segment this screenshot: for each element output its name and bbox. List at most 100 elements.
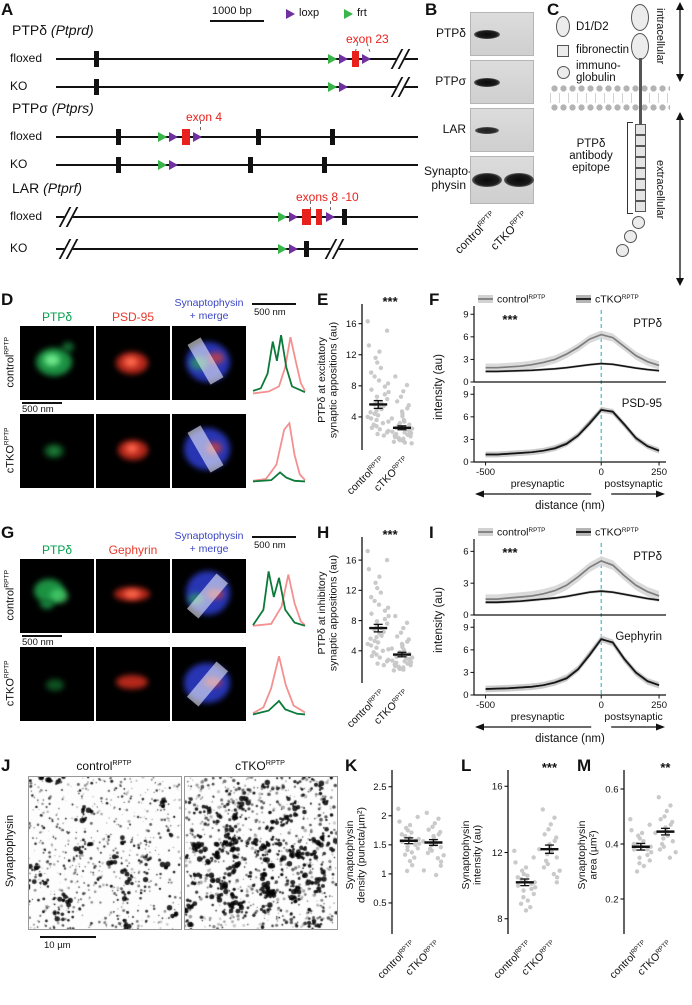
data-point — [518, 901, 524, 907]
data-point — [631, 841, 636, 847]
line-plot-inhibitory-profiles: controlRPTP cTKORPTP intensity (au) 0 3 6 PTPδ… — [433, 527, 667, 746]
data-point — [374, 394, 380, 399]
fibronectin-domain — [635, 124, 646, 135]
blot-target-ptpd: PTPδ — [435, 26, 466, 40]
data-point — [543, 858, 549, 863]
side-label-synaptophysin: Synaptophysin — [4, 814, 16, 888]
data-point — [557, 868, 562, 873]
loxp-site-icon — [362, 54, 371, 64]
exon-tick — [256, 129, 261, 145]
row-label-control: controlRPTP — [3, 570, 17, 621]
data-point — [424, 810, 429, 816]
data-point — [432, 821, 437, 826]
synaptophysin-image-ctko — [184, 776, 338, 930]
data-point — [390, 658, 395, 663]
x-tick-label: 0 — [599, 467, 604, 478]
data-point — [405, 847, 410, 853]
data-point — [661, 836, 666, 841]
ptprd-floxed-row: floxed — [0, 46, 424, 72]
data-point — [438, 844, 443, 850]
membrane-inner-leaflet — [550, 103, 670, 112]
data-point — [369, 387, 374, 392]
data-point — [405, 406, 410, 411]
data-point — [378, 590, 384, 595]
data-point — [435, 855, 441, 861]
data-point — [647, 858, 652, 863]
y-tick-label: 6 — [463, 412, 468, 423]
scatter-plot-density: Synaptophysin density (puncta/µm²) 0.5 1 1.5… — [344, 770, 446, 981]
postsynaptic-label: postsynaptic — [604, 711, 662, 723]
data-point — [375, 661, 380, 666]
data-point — [393, 613, 398, 619]
image-scale-label: 500 nm — [22, 637, 54, 648]
puncta — [126, 444, 138, 453]
puncta — [44, 354, 60, 366]
data-point — [521, 895, 526, 900]
allele-line — [56, 164, 418, 166]
y-tick-label: 16 — [346, 555, 357, 566]
exon-pointer — [330, 201, 331, 210]
data-point — [637, 861, 642, 866]
data-point — [374, 417, 379, 423]
y-tick-label: 8 — [497, 914, 502, 925]
exon-tick — [116, 157, 121, 173]
significance: *** — [502, 312, 518, 327]
image-scale-label: 10 µm — [44, 940, 71, 951]
data-point — [413, 842, 418, 848]
data-point — [381, 629, 386, 635]
western-blot-lar — [470, 108, 534, 152]
data-point — [365, 548, 370, 554]
y-tick-label: 2.5 — [373, 782, 386, 793]
data-point — [429, 848, 435, 853]
synaptophysin-image-control — [28, 776, 182, 930]
data-point — [368, 410, 373, 415]
scale-1000bp-bar — [210, 20, 264, 22]
data-point — [389, 416, 395, 421]
exon23-label: exon 23 — [346, 32, 389, 46]
data-point — [384, 557, 390, 563]
ptprd-ko-row: KO — [0, 74, 424, 100]
fibronectin-legend-label: fibronectin — [576, 44, 630, 56]
x-tick-label: 250 — [651, 700, 667, 711]
data-point — [400, 413, 405, 419]
y-tick-label: 8 — [351, 381, 356, 392]
y-axis-label: intensity (au) — [433, 587, 445, 653]
data-point — [384, 621, 390, 626]
frt-label: frt — [357, 7, 367, 19]
data-point — [648, 850, 654, 855]
y-axis-label: Synaptophysin — [576, 820, 588, 889]
data-point — [394, 634, 400, 639]
data-point — [519, 868, 525, 873]
y-tick-label: 0 — [463, 377, 468, 388]
data-point — [372, 411, 377, 417]
data-point — [416, 841, 422, 846]
immunoglobulin-legend-icon — [557, 66, 570, 79]
ptprf-ko-row: KO — [0, 236, 424, 262]
ptpd-trace — [252, 335, 306, 393]
ctko-sem-band — [485, 636, 660, 692]
data-point — [369, 653, 375, 659]
data-point — [515, 875, 520, 880]
exon-tick — [322, 157, 327, 173]
data-point — [404, 868, 410, 874]
puncta — [50, 589, 68, 603]
data-point — [385, 381, 391, 386]
y-tick-label: 0.4 — [605, 839, 618, 850]
western-blot-synaptophysin — [470, 156, 534, 204]
panel-h-label: H — [317, 523, 330, 542]
data-point — [377, 349, 382, 354]
data-point — [639, 830, 645, 836]
panel-e-label: E — [317, 290, 329, 309]
ctko-sem-band — [485, 407, 660, 458]
presynaptic-label: presynaptic — [511, 711, 565, 723]
y-tick-label: 3 — [463, 668, 468, 679]
data-point — [438, 859, 444, 864]
data-point — [637, 855, 642, 860]
data-point — [397, 666, 403, 672]
data-point — [398, 394, 404, 399]
column-header-merge2: + merge — [189, 310, 229, 322]
x-tick-label: 0 — [599, 700, 604, 711]
column-header-merge: Synaptophysin — [174, 530, 244, 542]
data-point — [393, 374, 398, 379]
